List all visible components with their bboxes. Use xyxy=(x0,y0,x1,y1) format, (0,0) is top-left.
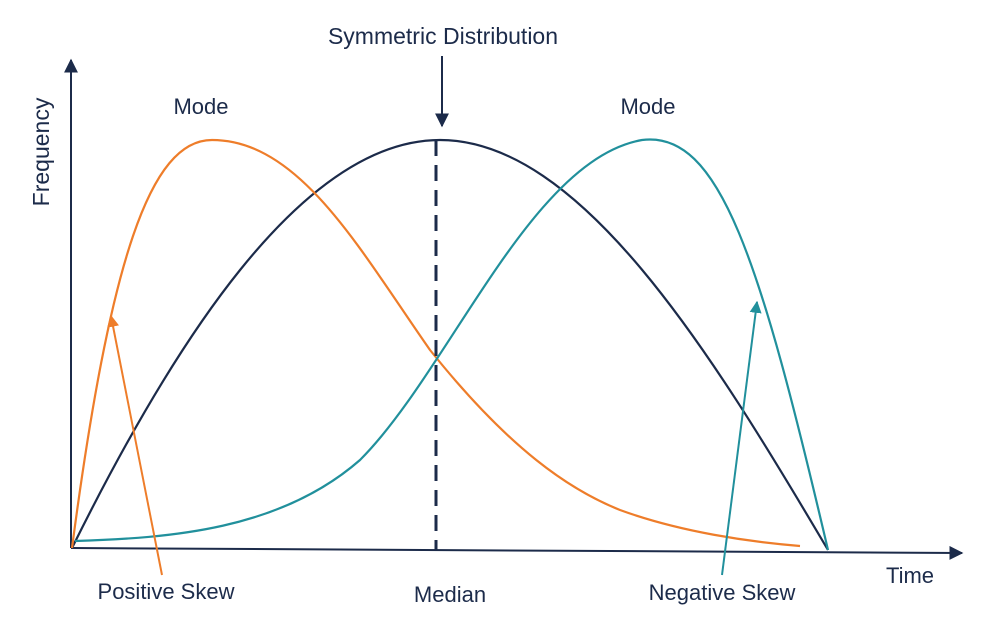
diagram-title: Symmetric Distribution xyxy=(328,23,558,49)
x-axis-label: Time xyxy=(886,563,934,588)
positive-skew-curve xyxy=(70,138,801,549)
negative-skew-arrow xyxy=(721,300,762,576)
symmetric-distribution-curve xyxy=(71,138,829,551)
mode-label-right: Mode xyxy=(620,94,675,119)
median-label: Median xyxy=(414,582,486,607)
negative-skew-label: Negative Skew xyxy=(649,580,796,605)
negative-skew-curve xyxy=(74,138,830,551)
x-axis xyxy=(70,545,964,560)
positive-skew-label: Positive Skew xyxy=(98,579,235,604)
y-axis-label: Frequency xyxy=(28,97,54,206)
mode-label-left: Mode xyxy=(173,94,228,119)
positive-skew-arrow xyxy=(107,314,163,576)
